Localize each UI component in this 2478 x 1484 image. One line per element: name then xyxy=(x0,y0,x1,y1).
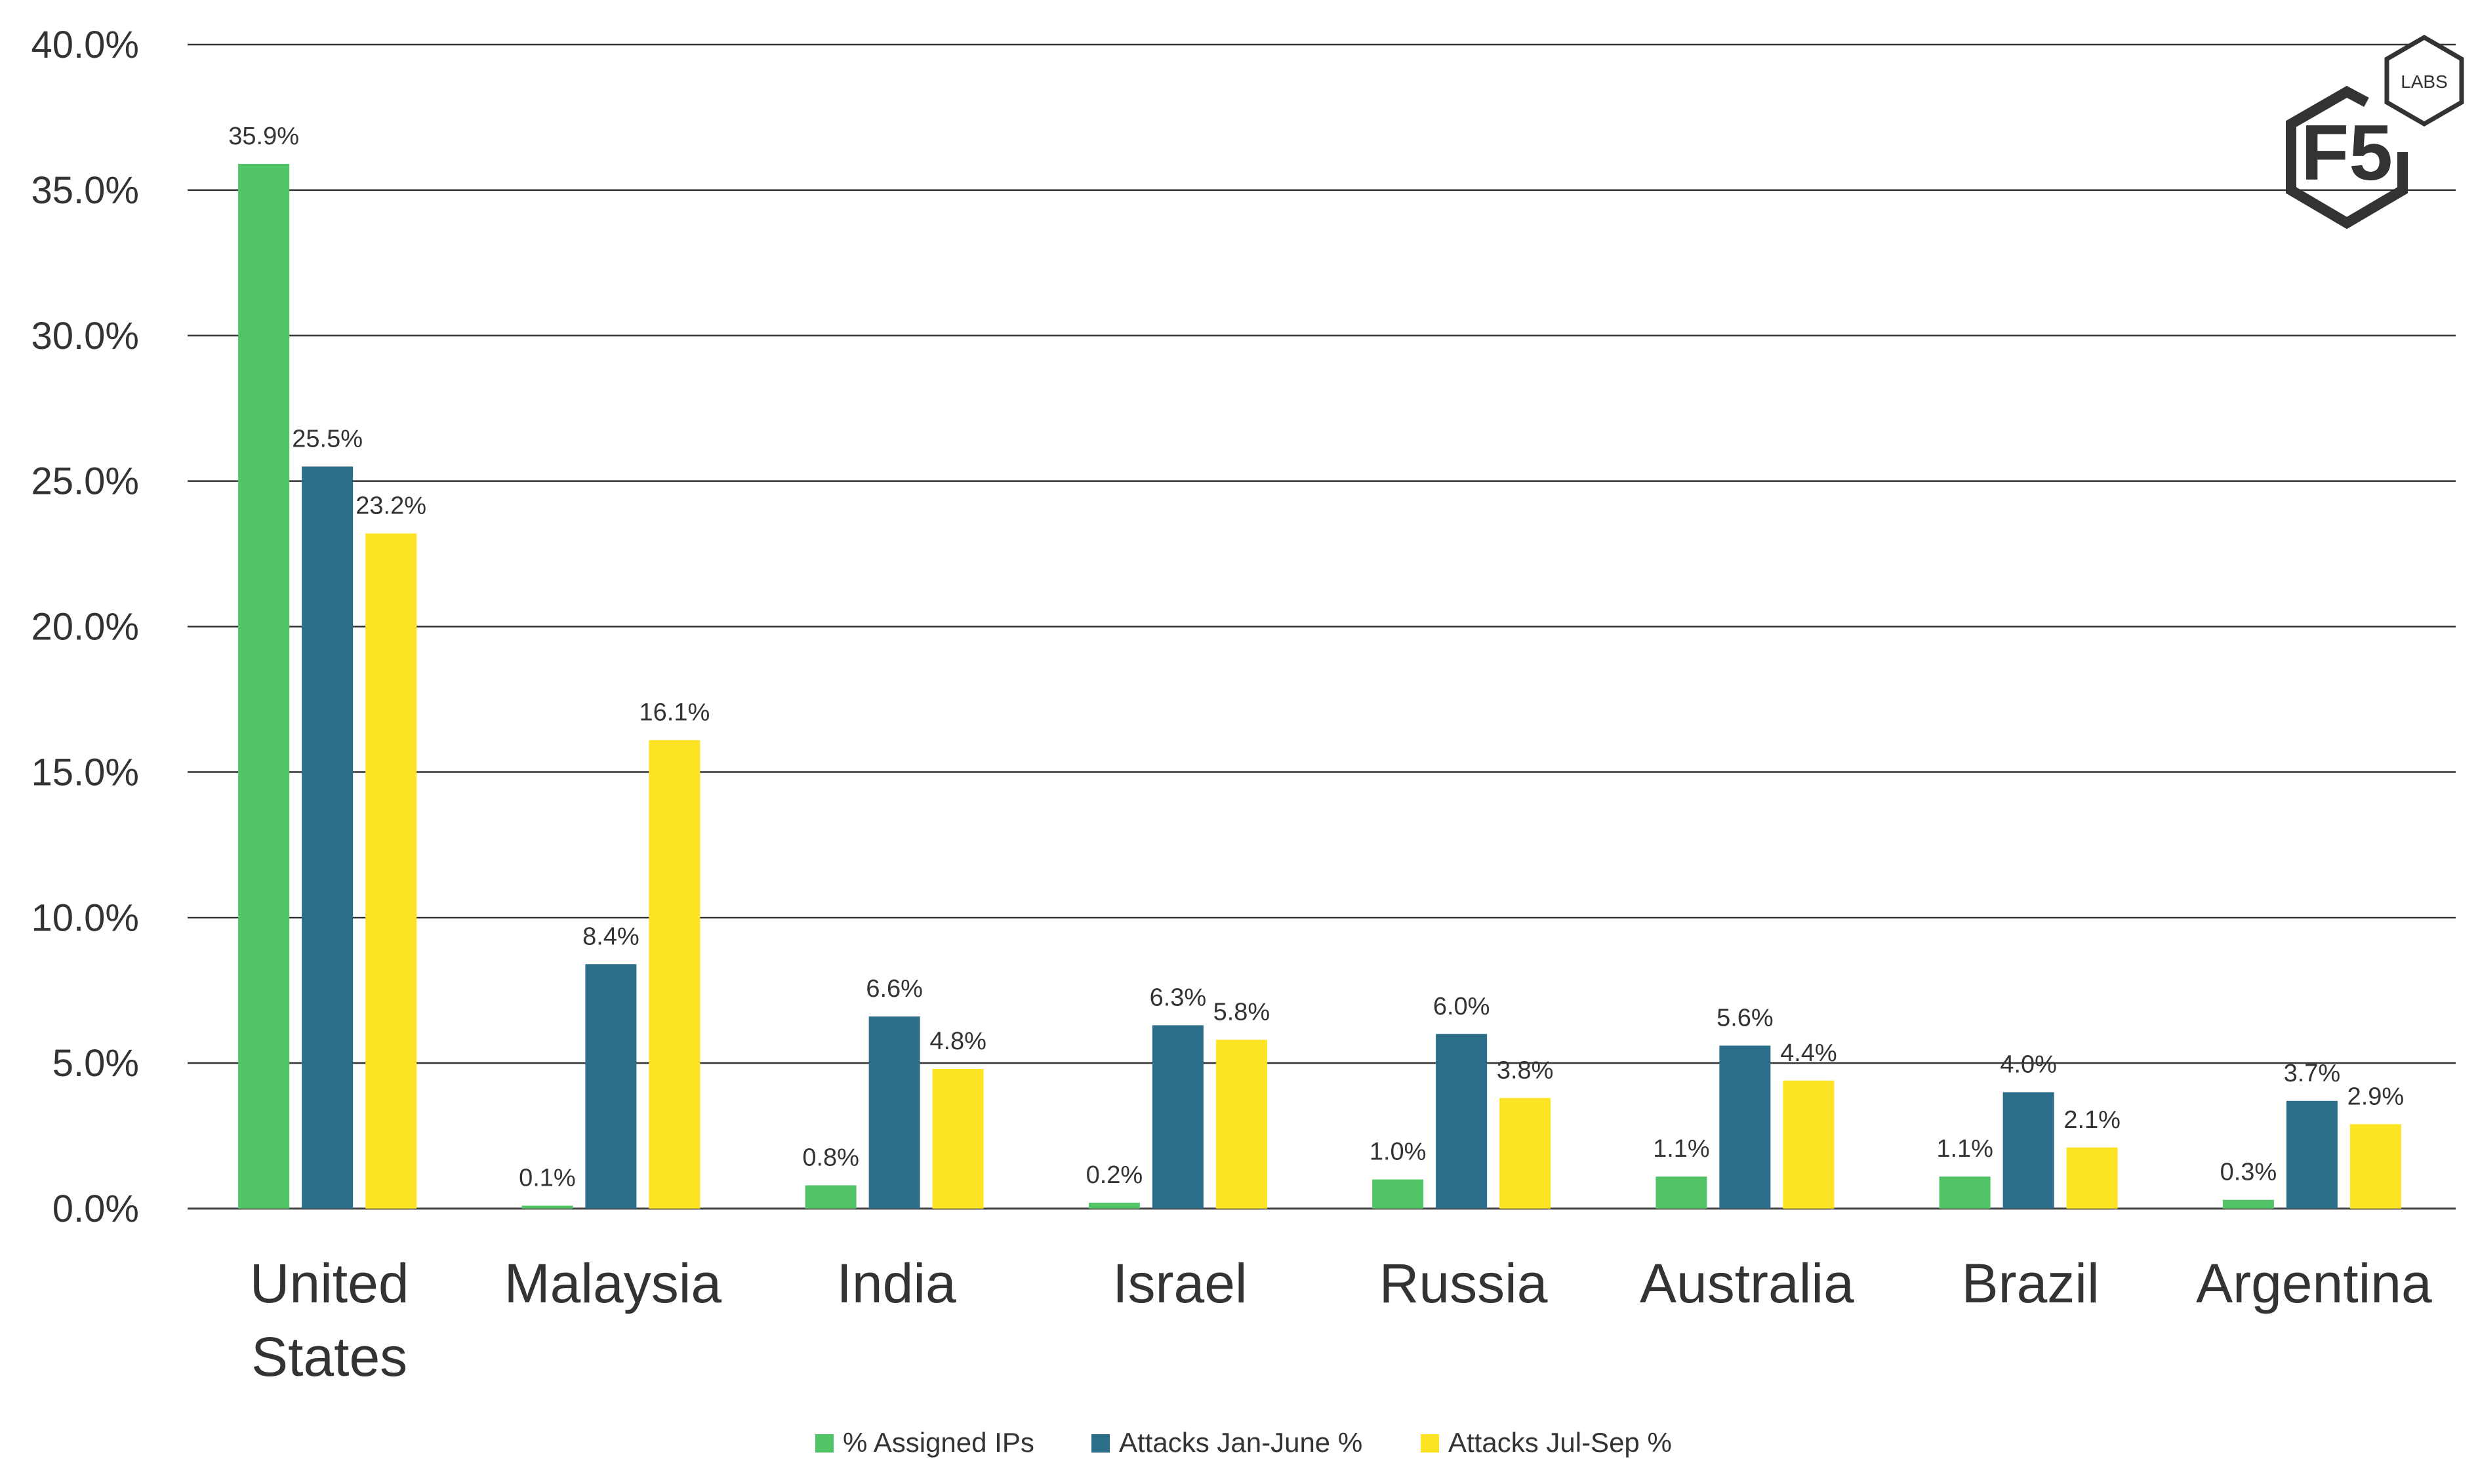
x-category-label: United xyxy=(250,1253,409,1314)
data-label: 35.9% xyxy=(228,123,299,150)
bar xyxy=(1783,1080,1835,1209)
bar xyxy=(365,533,417,1209)
bar xyxy=(1939,1176,1991,1209)
bars xyxy=(238,163,2401,1209)
y-tick-label: 40.0% xyxy=(31,24,139,66)
x-category-label: Israel xyxy=(1112,1253,1247,1314)
bar xyxy=(932,1069,984,1209)
x-category-label: States xyxy=(251,1326,407,1388)
data-label: 4.4% xyxy=(1780,1039,1837,1067)
bar xyxy=(649,740,701,1209)
bar xyxy=(2002,1092,2054,1209)
bar xyxy=(1655,1176,1707,1209)
y-axis-ticks: 0.0% 5.0% 10.0% 15.0% 20.0% 25.0% 30.0% 35.0% 40… xyxy=(31,24,139,1230)
bar xyxy=(1499,1098,1551,1209)
legend-label: Attacks Jul-Sep % xyxy=(1448,1427,1672,1458)
data-label: 3.7% xyxy=(2284,1060,2341,1087)
x-category-label: India xyxy=(837,1253,956,1314)
x-category-label: Russia xyxy=(1379,1253,1548,1314)
gridlines xyxy=(188,43,2456,1210)
data-label: 5.8% xyxy=(1213,999,1270,1026)
y-tick-label: 35.0% xyxy=(31,169,139,212)
x-axis-categories: United States Malaysia India Israel Russia Aus… xyxy=(250,1253,2432,1388)
data-label: 6.3% xyxy=(1150,984,1207,1011)
x-category-label: Australia xyxy=(1640,1253,1854,1314)
data-label: 6.6% xyxy=(866,975,923,1003)
legend-swatch xyxy=(815,1434,834,1453)
bar xyxy=(805,1185,857,1209)
data-label: 8.4% xyxy=(582,923,640,950)
bar xyxy=(585,964,637,1209)
bar xyxy=(1372,1179,1424,1209)
data-label: 5.6% xyxy=(1716,1005,1774,1032)
logo-labs-text: LABS xyxy=(2401,71,2448,92)
legend-label: Attacks Jan-June % xyxy=(1119,1427,1362,1458)
data-label: 25.5% xyxy=(292,425,363,452)
data-label: 4.8% xyxy=(929,1028,986,1055)
bar xyxy=(1436,1033,1488,1209)
legend-swatch xyxy=(1421,1434,1439,1453)
bar xyxy=(1719,1045,1771,1209)
y-tick-label: 15.0% xyxy=(31,751,139,793)
data-label: 2.9% xyxy=(2347,1083,2405,1110)
legend-swatch xyxy=(1091,1434,1110,1453)
data-label: 2.1% xyxy=(2063,1106,2121,1134)
bar xyxy=(1152,1025,1204,1209)
x-category-label: Malaysia xyxy=(504,1253,722,1314)
y-tick-label: 30.0% xyxy=(31,315,139,357)
data-label: 0.3% xyxy=(2220,1159,2277,1186)
legend: % Assigned IPs Attacks Jan-June % Attacks … xyxy=(815,1427,1672,1458)
bar xyxy=(1088,1203,1140,1209)
y-tick-label: 20.0% xyxy=(31,606,139,649)
y-tick-label: 5.0% xyxy=(52,1042,139,1085)
data-label: 3.8% xyxy=(1497,1056,1554,1084)
bar xyxy=(2286,1100,2338,1209)
data-label: 0.2% xyxy=(1086,1161,1143,1189)
data-label: 1.1% xyxy=(1936,1135,1993,1163)
data-label: 4.0% xyxy=(2000,1051,2057,1079)
f5-labs-logo: F5 LABS xyxy=(2286,34,2464,230)
data-label: 6.0% xyxy=(1433,993,1490,1020)
data-label: 0.8% xyxy=(802,1144,859,1172)
y-tick-label: 0.0% xyxy=(52,1188,139,1230)
data-label: 0.1% xyxy=(519,1165,576,1192)
bar xyxy=(302,466,354,1209)
bar xyxy=(2066,1147,2118,1209)
data-label: 1.0% xyxy=(1370,1138,1427,1166)
logo-f5-text: F5 xyxy=(2301,109,2393,197)
bar xyxy=(868,1016,920,1209)
x-category-label: Brazil xyxy=(1962,1253,2100,1314)
x-category-label: Argentina xyxy=(2196,1253,2432,1314)
legend-label: % Assigned IPs xyxy=(843,1427,1034,1458)
bar xyxy=(2222,1199,2274,1209)
bar xyxy=(521,1205,573,1209)
data-label: 16.1% xyxy=(640,699,710,727)
bar xyxy=(238,163,290,1209)
y-tick-label: 10.0% xyxy=(31,896,139,939)
data-labels: 35.9% 25.5% 23.2% 0.1% 8.4% 16.1% 0.8% 6.6%4.8%… xyxy=(228,123,2404,1192)
y-tick-label: 25.0% xyxy=(31,460,139,503)
data-label: 23.2% xyxy=(355,492,426,520)
bar xyxy=(2349,1124,2401,1209)
data-label: 1.1% xyxy=(1653,1135,1710,1163)
bar xyxy=(1215,1039,1267,1209)
